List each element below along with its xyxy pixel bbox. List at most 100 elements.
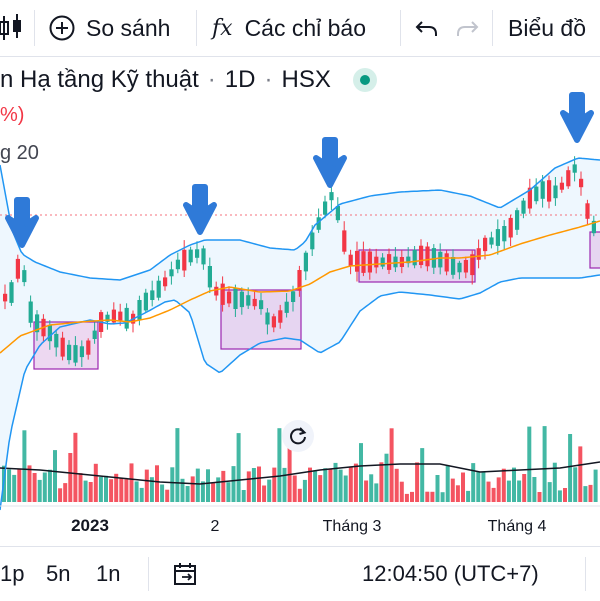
candle-body	[195, 249, 200, 258]
candle-body	[323, 201, 328, 215]
volume-bar	[42, 472, 47, 502]
volume-bar	[481, 471, 486, 502]
candle-body	[425, 246, 430, 267]
volume-bar	[338, 469, 343, 502]
candle-body	[342, 230, 347, 252]
candle-body	[303, 252, 308, 272]
candle-body	[92, 330, 97, 339]
compare-label: So sánh	[86, 14, 171, 41]
volume-bar	[323, 468, 328, 502]
toolbar-divider	[400, 10, 401, 46]
indicators-label: Các chỉ báo	[244, 14, 367, 41]
volume-bar	[557, 490, 562, 502]
chart-menu-button[interactable]: Biểu đồ	[508, 0, 586, 56]
candlesticks	[3, 156, 596, 367]
volume-bar	[236, 433, 241, 502]
reset-chart-button[interactable]	[282, 420, 314, 452]
volume-bar	[302, 479, 307, 502]
volume-bar	[119, 478, 124, 502]
candle-body	[169, 269, 174, 277]
volume-bar	[292, 475, 297, 502]
candle-body	[239, 291, 244, 308]
volume-bar	[333, 462, 338, 502]
volume-bar	[267, 479, 272, 502]
candle-body	[566, 170, 571, 187]
candle-body	[60, 337, 65, 357]
legend-separator: ·	[207, 66, 216, 93]
volume-bar	[343, 475, 348, 502]
volume-bars	[2, 426, 598, 502]
candle-body	[207, 266, 212, 288]
volume-bar	[12, 474, 17, 502]
volume-bar	[435, 475, 440, 502]
volume-bar	[109, 479, 114, 502]
candle-body	[105, 314, 110, 322]
consolidation-box	[589, 231, 600, 269]
range-1p-button[interactable]: 1p	[0, 547, 24, 601]
volume-bar	[532, 477, 537, 502]
volume-bar	[410, 491, 414, 502]
candle-body	[220, 283, 225, 305]
volume-bar	[27, 465, 32, 502]
bollinger-legend[interactable]: g 20	[0, 142, 39, 164]
x-axis-tick-label: Tháng 4	[488, 518, 547, 535]
range-1n-label: 1n	[96, 561, 121, 586]
candle-body	[9, 282, 14, 303]
clock-timezone[interactable]: 12:04:50 (UTC+7)	[362, 547, 539, 601]
chart-type-button[interactable]	[0, 0, 26, 56]
volume-bar	[404, 493, 409, 502]
volume-bar	[185, 486, 190, 502]
candle-body	[438, 251, 443, 268]
candle-body	[515, 210, 520, 230]
candle-body	[310, 232, 315, 250]
candle-body	[54, 333, 59, 348]
price-chart[interactable]: 2023 2 Tháng 3 Tháng 4	[0, 56, 600, 546]
legend-separator: ·	[264, 66, 273, 93]
undo-button[interactable]	[414, 0, 440, 56]
candle-body	[182, 249, 187, 271]
candle-body	[393, 256, 398, 268]
volume-bar	[277, 428, 282, 502]
compare-button[interactable]: So sánh	[48, 0, 170, 56]
range-5n-button[interactable]: 5n	[46, 547, 70, 601]
top-toolbar: So sánh fx Các chỉ báo Biểu đồ	[0, 0, 600, 57]
volume-bar	[583, 486, 588, 502]
symbol-legend[interactable]: n Hạ tầng Kỹ thuật · 1D · HSX	[0, 62, 377, 98]
volume-bar	[246, 471, 251, 502]
toolbar-divider	[196, 10, 197, 46]
candle-body	[150, 290, 155, 300]
candle-body	[297, 270, 302, 291]
x-axis-tick-label: 2	[211, 518, 220, 535]
volume-bar	[506, 480, 511, 502]
goto-date-button[interactable]	[172, 547, 200, 601]
candle-body	[47, 325, 52, 342]
volume-bar	[190, 476, 195, 502]
range-1n-button[interactable]: 1n	[96, 547, 120, 601]
volume-bar	[527, 426, 532, 502]
candle-body	[73, 345, 78, 363]
candle-body	[380, 257, 385, 267]
volume-bar	[573, 467, 578, 502]
volume-bar	[165, 489, 170, 502]
indicators-button[interactable]: fx Các chỉ báo	[212, 0, 366, 56]
volume-bar	[440, 492, 445, 502]
candle-body	[527, 187, 532, 209]
volume-bar	[568, 434, 573, 502]
candle-body	[476, 248, 481, 260]
candle-body	[412, 249, 417, 266]
volume-bar	[374, 483, 379, 502]
candle-body	[227, 291, 232, 304]
candle-body	[163, 277, 168, 287]
redo-button[interactable]	[454, 0, 480, 56]
reset-icon	[290, 427, 307, 445]
candle-body	[28, 301, 33, 323]
volume-bar	[501, 468, 506, 502]
volume-bar	[394, 468, 399, 502]
candle-body	[457, 262, 462, 273]
range-5n-label: 5n	[46, 561, 71, 586]
candle-body	[15, 258, 20, 279]
candle-body	[252, 298, 257, 307]
volume-bar	[262, 485, 267, 502]
candle-body	[233, 288, 238, 309]
candle-body	[175, 259, 180, 270]
